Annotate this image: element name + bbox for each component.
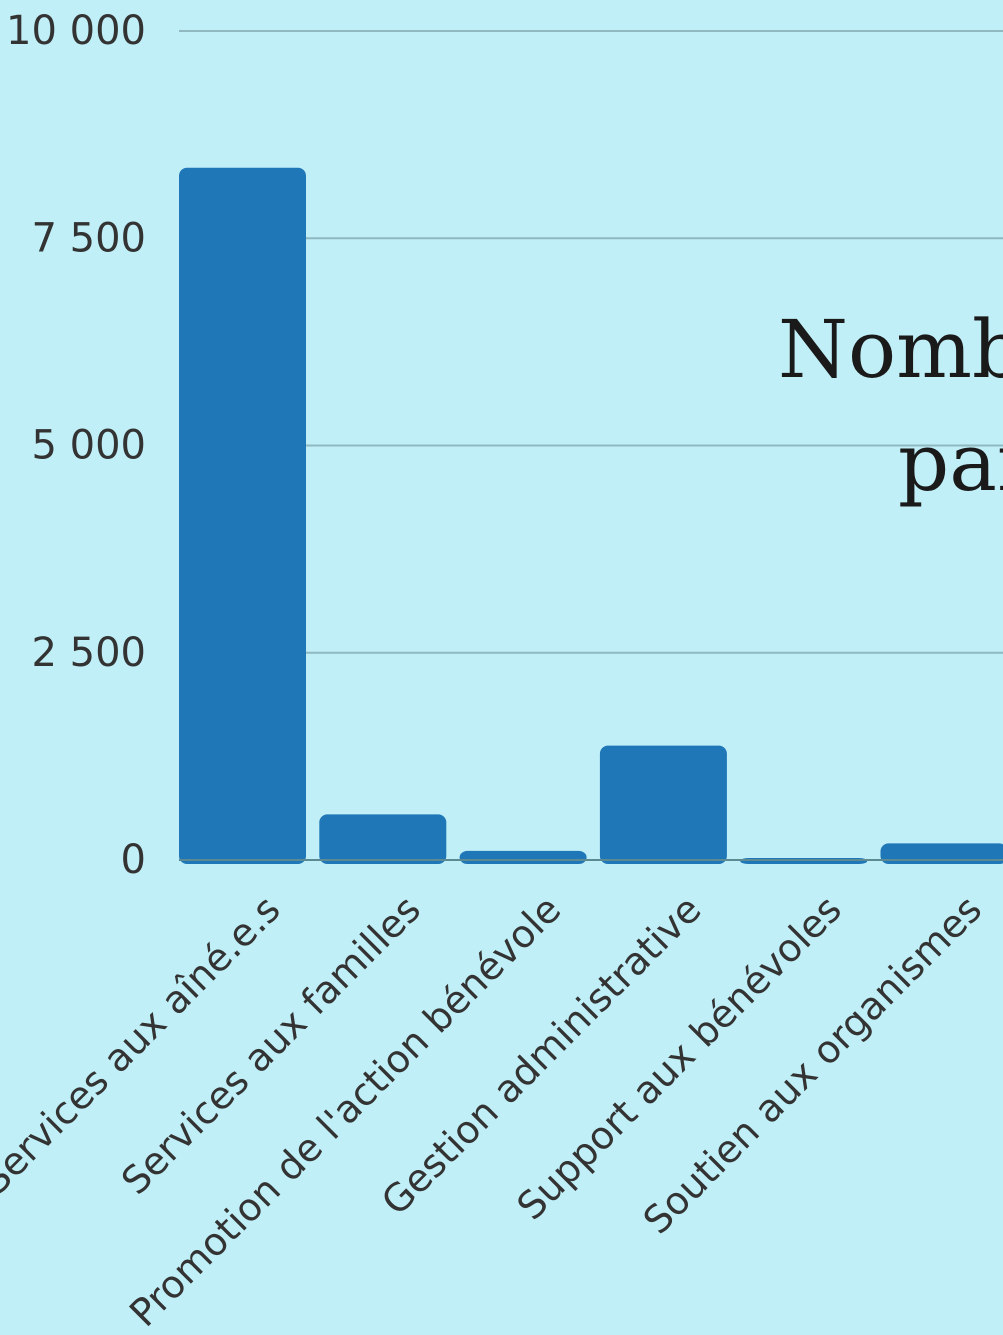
bar <box>179 167 306 864</box>
y-tick-label: 2 500 <box>31 630 146 676</box>
bar <box>459 850 587 864</box>
chart-title-line: par <box>898 416 1003 509</box>
chart-title: Nomb par <box>778 303 1003 509</box>
y-tick-label: 7 500 <box>31 215 146 261</box>
gridlines <box>179 30 1003 654</box>
chart-title-line: Nomb <box>778 303 1003 396</box>
bar <box>880 843 1003 864</box>
y-tick-label: 5 000 <box>31 423 146 469</box>
y-tick-labels: 0 2 500 5 000 7 500 10 000 <box>6 8 146 883</box>
bar <box>319 814 447 864</box>
y-tick-label: 0 <box>121 837 146 883</box>
bar <box>599 745 727 864</box>
y-tick-label: 10 000 <box>6 8 146 54</box>
bars <box>179 167 1003 864</box>
